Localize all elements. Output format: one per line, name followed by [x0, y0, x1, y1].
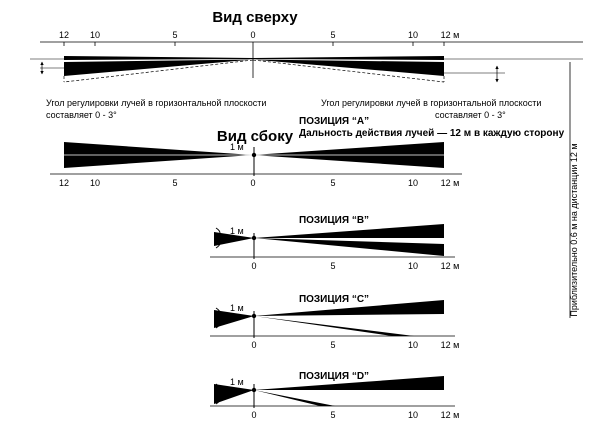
position-c-sensor [251, 313, 257, 319]
position-b-height-label: 1 м [230, 226, 244, 236]
top-view-angle-arrows [40, 61, 499, 83]
scale-label: 10 [408, 410, 418, 420]
scale-label: 12 м [441, 410, 460, 420]
note-left-line1: Угол регулировки лучей в горизонтальной … [46, 98, 266, 108]
scale-label: 0 [251, 340, 256, 350]
scale-label: 5 [330, 410, 335, 420]
position-c-title: ПОЗИЦИЯ “C” [299, 294, 369, 305]
scale-label: 10 [90, 178, 100, 188]
position-c-scale: 0 5 10 12 м [251, 340, 459, 350]
position-c-cut-mark [215, 307, 221, 329]
vertical-note: Приблизительно 0.6 м на дистанции 12 м [569, 143, 579, 316]
scale-label: 10 [408, 261, 418, 271]
side-view-height-label: 1 м [230, 142, 244, 152]
position-b-beam-upper [254, 224, 444, 238]
side-view-title: Вид сбоку [217, 128, 294, 145]
note-right-line2: составляет 0 - 3° [435, 110, 506, 120]
position-b-beam-back [214, 232, 254, 246]
scale-label: 0 [251, 410, 256, 420]
position-b-sensor [251, 235, 257, 241]
position-d-cut-mark [215, 383, 221, 405]
position-c-beams [214, 300, 444, 336]
position-b-title: ПОЗИЦИЯ “B” [299, 215, 369, 226]
position-d-beams [214, 376, 444, 406]
scale-label: 5 [330, 340, 335, 350]
position-c-height-label: 1 м [230, 303, 244, 313]
position-d-height-label: 1 м [230, 377, 244, 387]
scale-label: 12 м [441, 178, 460, 188]
position-d-sensor [251, 387, 257, 393]
scale-label: 12 м [441, 30, 460, 40]
scale-label: 12 [59, 30, 69, 40]
side-view-scale: 12 10 5 0 5 10 12 м [59, 178, 459, 188]
scale-label: 5 [172, 178, 177, 188]
position-a-title: ПОЗИЦИЯ “A” [299, 116, 369, 127]
position-d-scale: 0 5 10 12 м [251, 410, 459, 420]
top-view-beams [64, 56, 444, 76]
top-beam-left-lower [64, 59, 253, 76]
top-beam-right-upper [253, 56, 444, 60]
scale-label: 5 [172, 30, 177, 40]
top-view-dashed [63, 59, 445, 83]
position-b-scale: 0 5 10 12 м [251, 261, 459, 271]
scale-label: 12 м [441, 261, 460, 271]
position-b-cut-mark [215, 227, 221, 249]
position-d-beam-back [214, 384, 254, 404]
top-view-axis [40, 41, 583, 78]
scale-label: 10 [408, 30, 418, 40]
top-view-guides [30, 58, 583, 74]
position-d-beam-lower [254, 390, 335, 406]
scale-label: 10 [408, 178, 418, 188]
scale-label: 0 [251, 261, 256, 271]
position-a-subtitle: Дальность действия лучей — 12 м в каждую… [299, 128, 565, 139]
position-c-beam-upper [254, 300, 444, 316]
scale-label: 5 [330, 30, 335, 40]
scale-label: 5 [330, 261, 335, 271]
note-right-line1: Угол регулировки лучей в горизонтальной … [321, 98, 541, 108]
position-d-beam-upper [254, 376, 444, 390]
position-b-beams [214, 224, 444, 256]
note-left-line2: составляет 0 - 3° [46, 110, 117, 120]
top-beam-left-upper [64, 56, 253, 60]
top-view-notes: Угол регулировки лучей в горизонтальной … [46, 98, 541, 120]
scale-label: 0 [250, 30, 255, 40]
scale-label: 0 [250, 178, 255, 188]
scale-label: 12 [59, 178, 69, 188]
scale-label: 10 [408, 340, 418, 350]
position-c-beam-back [214, 310, 254, 328]
position-b-beam-lower [254, 238, 444, 256]
position-d-title: ПОЗИЦИЯ “D” [299, 371, 369, 382]
top-view-title: Вид сверху [212, 9, 298, 26]
scale-label: 10 [90, 30, 100, 40]
top-beam-right-lower [253, 59, 444, 76]
scale-label: 5 [330, 178, 335, 188]
scale-label: 12 м [441, 340, 460, 350]
side-view-sensor [251, 152, 257, 158]
position-c-beam-lower [254, 316, 414, 336]
top-view-scale: 12 10 5 0 5 10 12 м [59, 30, 459, 40]
